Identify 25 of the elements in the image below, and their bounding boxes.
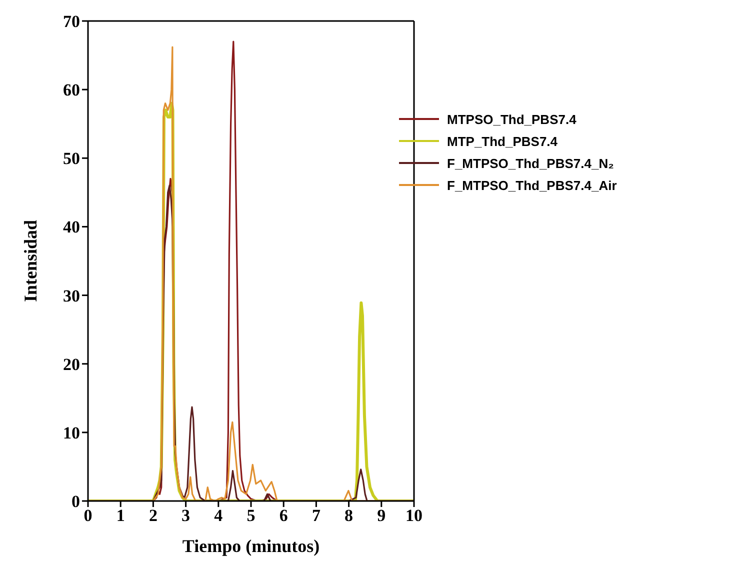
- y-axis-title: Intensidad: [20, 220, 40, 302]
- x-axis-title: Tiempo (minutos): [182, 536, 320, 556]
- legend-label: MTPSO_Thd_PBS7.4: [447, 112, 576, 126]
- legend-label: MTP_Thd_PBS7.4: [447, 134, 558, 148]
- y-tick-label: 60: [63, 80, 80, 100]
- y-tick-label: 20: [63, 354, 80, 374]
- x-tick-label: 0: [84, 506, 92, 526]
- x-tick-label: 7: [312, 506, 321, 526]
- y-tick-label: 40: [63, 218, 80, 237]
- x-tick-label: 1: [116, 506, 125, 526]
- x-tick-label: 6: [279, 506, 288, 526]
- y-tick-label: 70: [63, 12, 80, 32]
- y-tick-label: 0: [72, 492, 80, 512]
- x-tick-label: 2: [148, 506, 158, 526]
- x-tick-label: 8: [344, 506, 354, 526]
- x-tick-label: 5: [246, 506, 256, 526]
- legend-label: F_MTPSO_Thd_PBS7.4_Air: [447, 178, 617, 192]
- y-tick-label: 10: [63, 423, 80, 442]
- x-tick-label: 4: [214, 506, 224, 526]
- y-tick-label: 30: [63, 286, 80, 306]
- legend-label: F_MTPSO_Thd_PBS7.4_N₂: [447, 156, 614, 170]
- y-tick-label: 50: [63, 149, 80, 168]
- x-tick-label: 3: [182, 506, 190, 526]
- x-tick-label: 10: [406, 506, 422, 526]
- x-tick-label: 9: [377, 506, 386, 526]
